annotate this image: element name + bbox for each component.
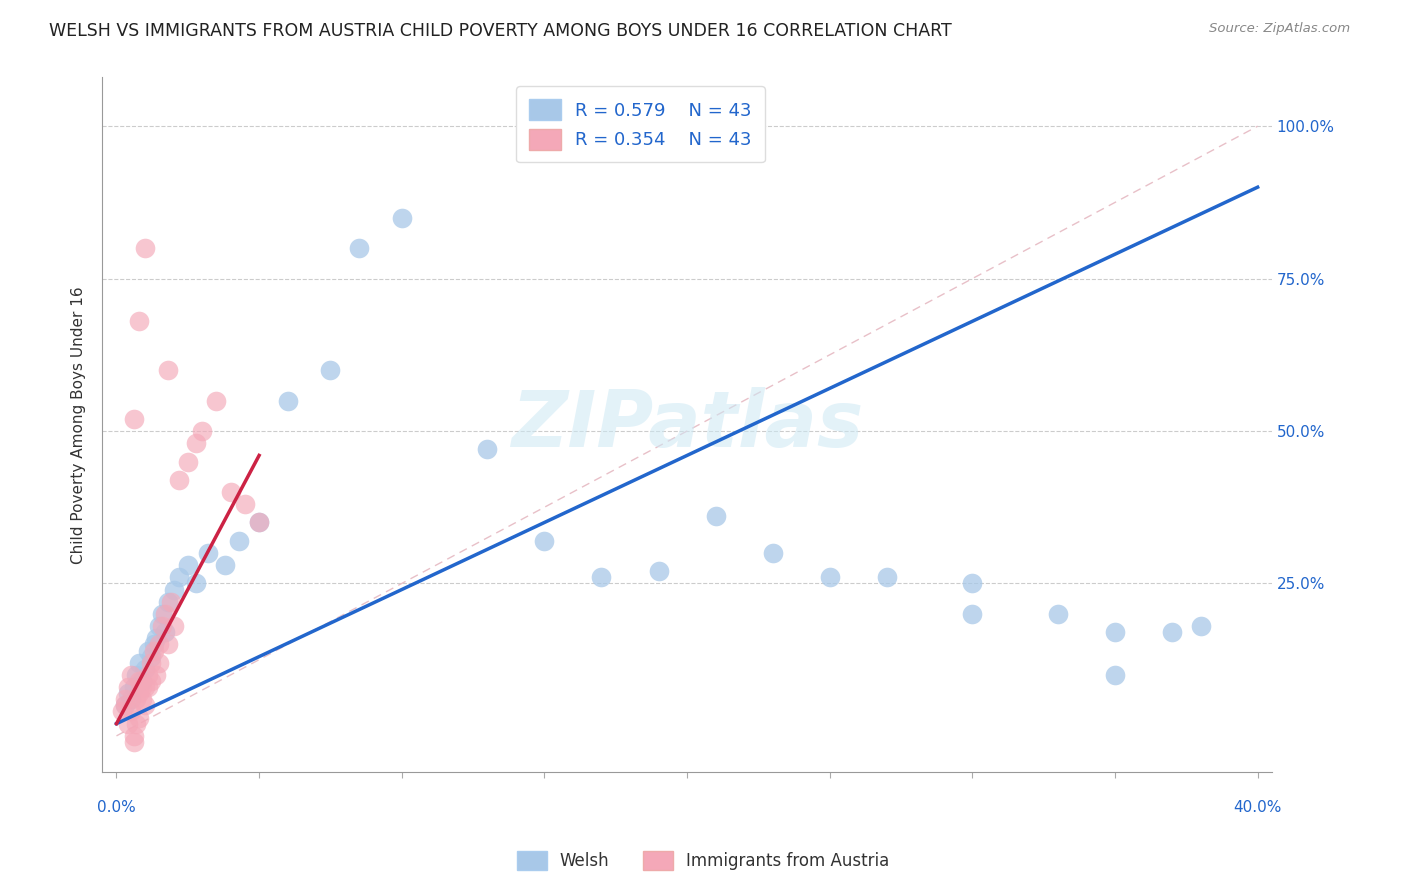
Point <box>162 619 184 633</box>
Point <box>277 393 299 408</box>
Point <box>477 442 499 457</box>
Point <box>117 686 139 700</box>
Point <box>128 314 150 328</box>
Point <box>125 692 148 706</box>
Point <box>114 698 136 713</box>
Point <box>591 570 613 584</box>
Point <box>128 673 150 688</box>
Point <box>228 533 250 548</box>
Point <box>150 607 173 621</box>
Point <box>125 716 148 731</box>
Point <box>145 668 167 682</box>
Point <box>131 692 153 706</box>
Point <box>122 680 145 694</box>
Point <box>1104 668 1126 682</box>
Point <box>114 698 136 713</box>
Point <box>533 533 555 548</box>
Point <box>139 673 162 688</box>
Point <box>134 680 156 694</box>
Text: ZIPatlas: ZIPatlas <box>510 387 863 463</box>
Point <box>139 649 162 664</box>
Point <box>122 412 145 426</box>
Point <box>117 680 139 694</box>
Text: 40.0%: 40.0% <box>1233 800 1282 815</box>
Text: 0.0%: 0.0% <box>97 800 136 815</box>
Point <box>876 570 898 584</box>
Point <box>122 729 145 743</box>
Point <box>128 710 150 724</box>
Point <box>148 656 170 670</box>
Point <box>122 735 145 749</box>
Point <box>136 680 159 694</box>
Text: Source: ZipAtlas.com: Source: ZipAtlas.com <box>1209 22 1350 36</box>
Point <box>153 625 176 640</box>
Point <box>120 668 142 682</box>
Point <box>134 698 156 713</box>
Point <box>1161 625 1184 640</box>
Point <box>177 454 200 468</box>
Point <box>142 637 165 651</box>
Point <box>347 241 370 255</box>
Point <box>120 705 142 719</box>
Point <box>247 516 270 530</box>
Point <box>114 692 136 706</box>
Point <box>162 582 184 597</box>
Point <box>186 576 208 591</box>
Point <box>150 619 173 633</box>
Point <box>762 546 785 560</box>
Point <box>391 211 413 225</box>
Point <box>111 705 134 719</box>
Legend: R = 0.579    N = 43, R = 0.354    N = 43: R = 0.579 N = 43, R = 0.354 N = 43 <box>516 87 765 162</box>
Y-axis label: Child Poverty Among Boys Under 16: Child Poverty Among Boys Under 16 <box>72 286 86 564</box>
Point <box>186 436 208 450</box>
Point <box>136 668 159 682</box>
Text: WELSH VS IMMIGRANTS FROM AUSTRIA CHILD POVERTY AMONG BOYS UNDER 16 CORRELATION C: WELSH VS IMMIGRANTS FROM AUSTRIA CHILD P… <box>49 22 952 40</box>
Point <box>145 632 167 646</box>
Point <box>128 686 150 700</box>
Legend: Welsh, Immigrants from Austria: Welsh, Immigrants from Austria <box>510 844 896 877</box>
Point <box>1046 607 1069 621</box>
Point <box>647 564 669 578</box>
Point <box>233 497 256 511</box>
Point <box>818 570 841 584</box>
Point <box>319 363 342 377</box>
Point <box>962 607 984 621</box>
Point <box>167 473 190 487</box>
Point <box>125 668 148 682</box>
Point <box>704 509 727 524</box>
Point <box>117 716 139 731</box>
Point <box>197 546 219 560</box>
Point <box>156 595 179 609</box>
Point <box>120 692 142 706</box>
Point <box>156 363 179 377</box>
Point <box>142 643 165 657</box>
Point <box>131 680 153 694</box>
Point <box>134 241 156 255</box>
Point <box>962 576 984 591</box>
Point <box>205 393 228 408</box>
Point <box>148 619 170 633</box>
Point <box>139 656 162 670</box>
Point <box>128 656 150 670</box>
Point <box>148 637 170 651</box>
Point <box>131 673 153 688</box>
Point <box>219 485 242 500</box>
Point <box>159 595 181 609</box>
Point <box>191 424 214 438</box>
Point <box>134 662 156 676</box>
Point <box>1104 625 1126 640</box>
Point <box>153 607 176 621</box>
Point <box>156 637 179 651</box>
Point <box>177 558 200 573</box>
Point <box>214 558 236 573</box>
Point <box>247 516 270 530</box>
Point <box>167 570 190 584</box>
Point <box>136 643 159 657</box>
Point <box>1189 619 1212 633</box>
